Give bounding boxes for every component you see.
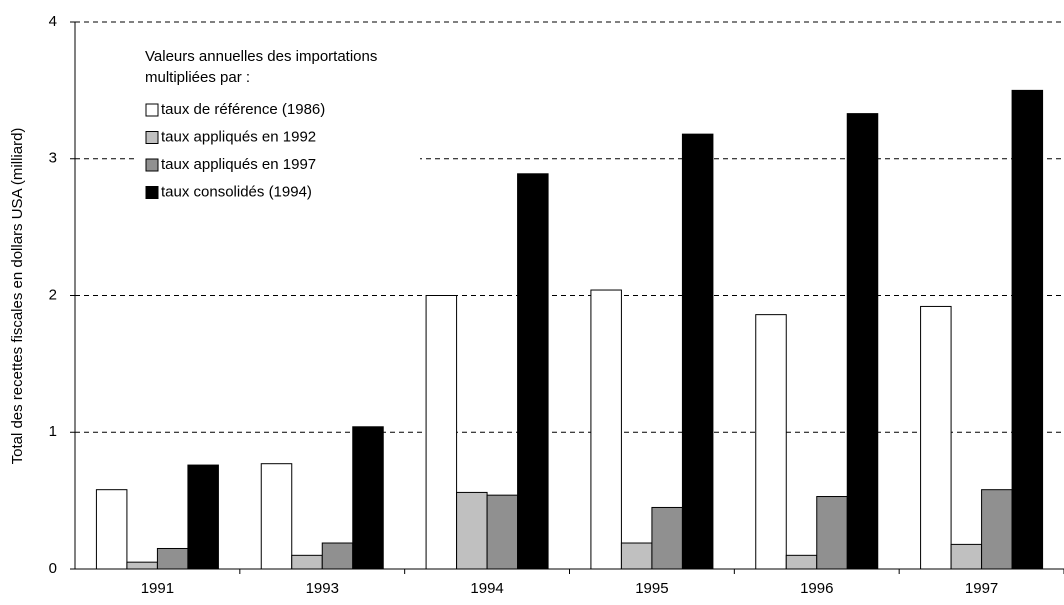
y-tick-label: 0 [49, 560, 57, 577]
bar [920, 305, 952, 570]
bar [755, 314, 787, 570]
y-tick-label: 1 [49, 423, 57, 440]
y-axis-label: Total des recettes fiscales en dollars U… [9, 128, 26, 465]
bar [95, 489, 128, 570]
legend-label: taux appliqués en 1992 [161, 128, 316, 145]
x-tick-label: 1997 [965, 580, 998, 597]
legend-swatch [145, 158, 159, 172]
bar [785, 554, 818, 570]
x-tick-label: 1994 [470, 580, 503, 597]
bar [156, 547, 189, 570]
bar [651, 506, 683, 570]
bar [425, 295, 458, 570]
x-tick-label: 1991 [141, 580, 174, 597]
bar [321, 542, 354, 570]
bar [187, 464, 219, 570]
y-tick-label: 2 [49, 286, 57, 303]
bar [681, 133, 714, 570]
legend-label: taux consolidés (1994) [161, 183, 312, 200]
legend-swatch [145, 186, 159, 199]
bar [950, 543, 983, 570]
y-tick-label: 3 [49, 150, 57, 167]
legend-title: multipliées par : [145, 69, 250, 86]
legend-box [135, 40, 420, 212]
bar [1011, 89, 1044, 570]
bar [620, 542, 653, 570]
legend-swatch [145, 103, 159, 117]
legend-title: Valeurs annuelles des importations [145, 48, 377, 65]
bar [816, 496, 848, 570]
x-tick-label: 1995 [635, 580, 668, 597]
bar [486, 494, 519, 570]
bar [456, 491, 488, 570]
bar [260, 463, 293, 570]
bar [291, 554, 323, 570]
x-tick-label: 1993 [306, 580, 339, 597]
legend-swatch [145, 131, 159, 144]
bar [981, 489, 1013, 570]
y-tick-label: 4 [49, 13, 57, 30]
bar [517, 173, 549, 570]
bar [126, 561, 158, 570]
bar [846, 113, 879, 570]
legend-label: taux appliqués en 1997 [161, 156, 316, 173]
bar [590, 289, 622, 570]
x-tick-label: 1996 [800, 580, 833, 597]
bar [352, 426, 384, 570]
legend-label: taux de référence (1986) [161, 101, 325, 118]
